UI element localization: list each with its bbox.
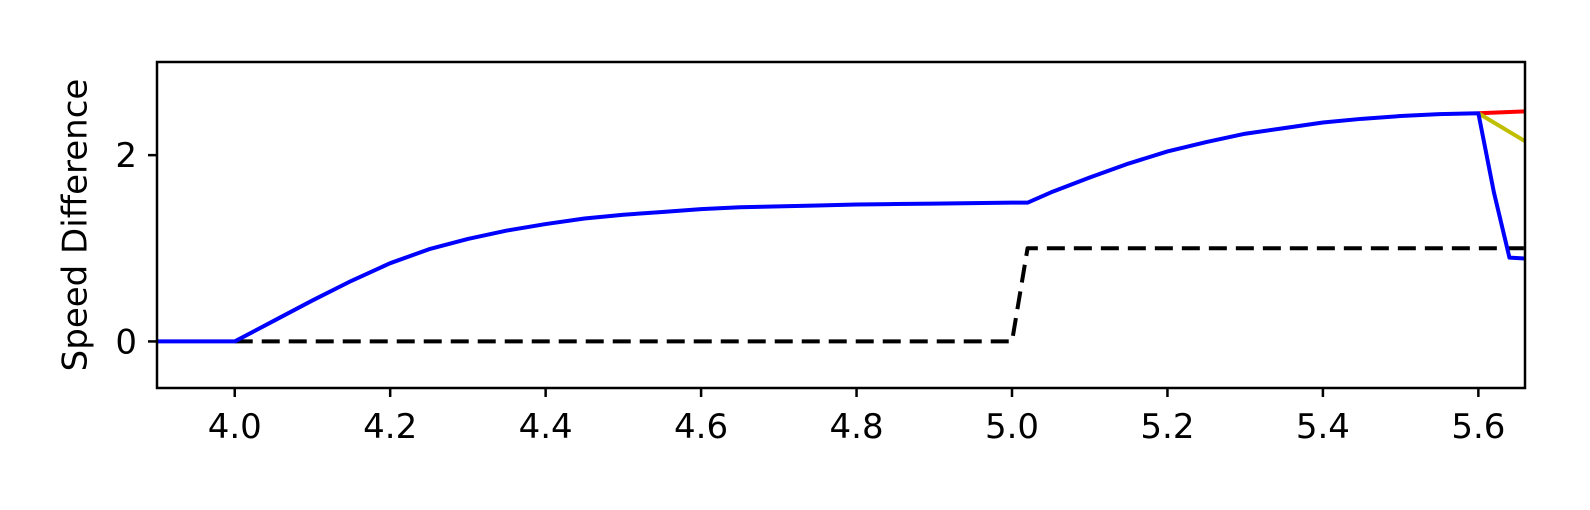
x-tick-label: 4.4 xyxy=(519,407,573,447)
x-tick-label: 5.2 xyxy=(1140,407,1194,447)
y-axis-ticks: 02 xyxy=(115,136,157,362)
x-tick-label: 4.0 xyxy=(208,407,262,447)
x-axis-ticks: 4.0 4.2 4.4 4.6 4.8 5.0 5.2 5.4 5.6 xyxy=(208,388,1505,447)
y-tick-label: 2 xyxy=(115,136,137,176)
x-tick-label: 5.6 xyxy=(1451,407,1505,447)
series-line-blue xyxy=(157,111,1525,344)
series-line-olive xyxy=(1477,111,1525,143)
series-layer xyxy=(157,109,1525,344)
y-axis-label: Speed Difference xyxy=(56,79,96,372)
x-tick-label: 4.2 xyxy=(363,407,417,447)
x-tick-label: 4.8 xyxy=(830,407,884,447)
x-tick-label: 5.4 xyxy=(1296,407,1350,447)
x-tick-label: 5.0 xyxy=(985,407,1039,447)
series-line-reference xyxy=(234,246,1525,344)
x-tick-label: 4.6 xyxy=(674,407,728,447)
series-line-red xyxy=(1478,109,1525,116)
y-tick-label: 0 xyxy=(115,322,137,362)
plot-area xyxy=(155,60,1527,390)
plot-frame xyxy=(155,60,1527,390)
